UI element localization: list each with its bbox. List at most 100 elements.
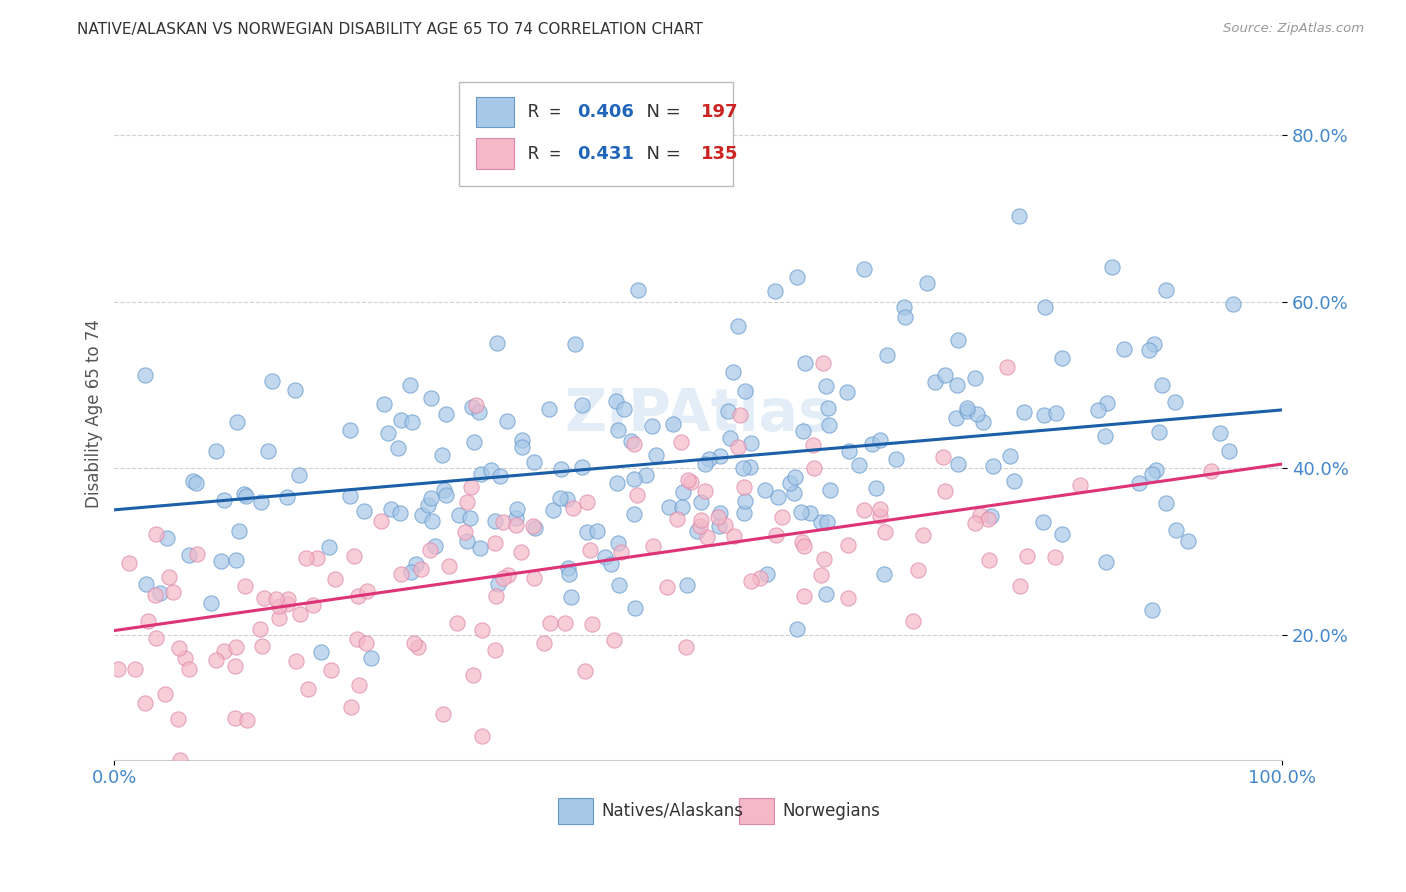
Point [558, 566, 581, 581]
Point [307, 551, 329, 566]
FancyBboxPatch shape [477, 97, 513, 128]
Point [200, 596, 222, 610]
Point [373, 397, 395, 411]
Point [470, 467, 492, 481]
Point [560, 590, 582, 604]
Point [484, 514, 506, 528]
Point [233, 487, 256, 501]
Point [869, 502, 891, 516]
Point [387, 441, 409, 455]
Point [347, 678, 370, 692]
Point [627, 284, 650, 298]
Point [505, 518, 527, 533]
Point [679, 475, 702, 489]
Point [792, 424, 814, 438]
Point [945, 411, 967, 425]
Point [862, 437, 884, 451]
Point [763, 284, 786, 298]
Point [714, 517, 737, 532]
Point [749, 571, 772, 585]
Point [401, 415, 423, 429]
Point [1002, 474, 1025, 488]
Point [606, 536, 628, 550]
Point [323, 572, 346, 586]
Point [740, 436, 762, 450]
Point [463, 434, 485, 449]
Point [562, 501, 585, 516]
Point [1095, 396, 1118, 410]
Point [354, 636, 377, 650]
Point [554, 615, 576, 630]
Point [998, 450, 1021, 464]
Point [956, 404, 979, 418]
Point [548, 491, 571, 505]
Point [538, 615, 561, 630]
Point [370, 515, 392, 529]
Point [1177, 533, 1199, 548]
Point [134, 368, 156, 383]
Point [837, 385, 859, 400]
Point [488, 469, 510, 483]
Point [731, 461, 754, 475]
Point [1142, 336, 1164, 351]
Point [471, 624, 494, 638]
Point [264, 591, 287, 606]
Point [956, 401, 979, 415]
Point [1154, 496, 1177, 510]
Point [814, 587, 837, 601]
Point [779, 475, 801, 490]
Point [815, 379, 838, 393]
Point [134, 696, 156, 710]
Point [388, 506, 411, 520]
Point [893, 310, 915, 324]
Point [309, 645, 332, 659]
Point [658, 500, 681, 515]
Point [727, 318, 749, 333]
Point [419, 491, 441, 505]
Point [434, 488, 457, 502]
Point [728, 408, 751, 422]
Point [696, 530, 718, 544]
Point [346, 632, 368, 647]
Point [136, 614, 159, 628]
FancyBboxPatch shape [458, 82, 734, 186]
Point [404, 635, 426, 649]
Point [541, 503, 564, 517]
Point [253, 591, 276, 605]
Point [981, 459, 1004, 474]
Point [485, 336, 508, 351]
Point [169, 753, 191, 767]
Point [1010, 579, 1032, 593]
Point [212, 644, 235, 658]
Point [157, 569, 180, 583]
Point [765, 528, 787, 542]
Point [932, 450, 955, 464]
Point [479, 462, 502, 476]
Text: ZIPAtlas: ZIPAtlas [564, 385, 832, 442]
Point [790, 505, 813, 519]
Point [575, 524, 598, 539]
Point [873, 567, 896, 582]
Point [269, 611, 291, 625]
Point [343, 549, 366, 564]
Point [718, 431, 741, 445]
Point [399, 565, 422, 579]
Y-axis label: Disability Age 65 to 74: Disability Age 65 to 74 [86, 319, 103, 508]
Point [655, 580, 678, 594]
Point [454, 524, 477, 539]
Point [399, 377, 422, 392]
Point [605, 394, 627, 409]
Point [420, 515, 443, 529]
Point [1112, 342, 1135, 356]
Point [257, 444, 280, 458]
Point [911, 528, 934, 542]
Point [295, 550, 318, 565]
Point [267, 599, 290, 613]
Point [377, 425, 399, 440]
Point [693, 483, 716, 498]
Point [496, 414, 519, 428]
Point [623, 473, 645, 487]
Point [676, 473, 699, 487]
Point [948, 334, 970, 348]
Point [226, 415, 249, 429]
